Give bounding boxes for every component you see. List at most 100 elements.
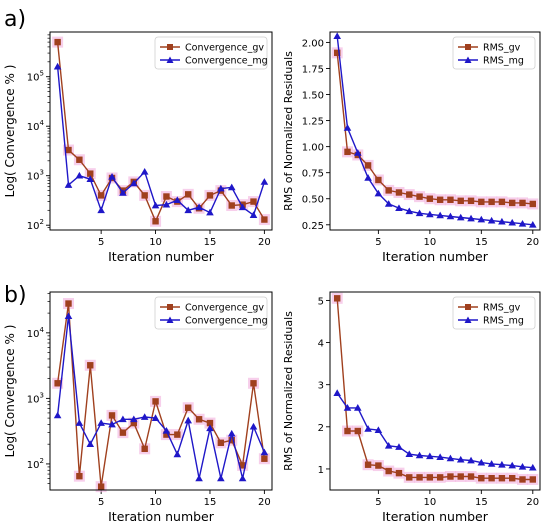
data-point-Convergence_gv <box>65 300 72 307</box>
y-tick-label: 102 <box>27 218 44 232</box>
data-point-RMS_gv <box>436 196 444 203</box>
data-point-RMS_gv <box>334 295 341 302</box>
data-point-Convergence_gv <box>130 419 137 427</box>
data-point-RMS_mg <box>446 454 455 462</box>
legend-marker <box>464 316 472 323</box>
data-point-Convergence_gv <box>163 193 170 200</box>
data-point-Convergence_mg <box>238 474 247 482</box>
data-point-Convergence_gv <box>261 216 268 223</box>
data-point-Convergence_gv <box>185 191 192 198</box>
data-point-Convergence_mg <box>53 411 62 419</box>
x-tick-label: 10 <box>149 237 162 248</box>
data-point-RMS_mg <box>333 389 342 396</box>
x-tick-label: 10 <box>149 497 162 508</box>
data-point-Convergence_mg <box>238 203 247 211</box>
data-point-RMS_mg <box>333 32 342 40</box>
data-point-Convergence_gv <box>206 419 214 427</box>
data-point-Convergence_mg <box>260 448 269 456</box>
data-point-Convergence_mg <box>249 422 258 430</box>
data-point-Convergence_mg <box>64 312 73 319</box>
data-point-RMS_mg <box>487 216 496 224</box>
data-point-Convergence_gv <box>250 380 257 387</box>
chart-b-convergence: 102 103 104 5 10 15 20 Iteration number Log( Con… <box>3 291 273 524</box>
data-point-RMS_mg <box>405 207 414 215</box>
legend-marker <box>465 44 471 50</box>
data-point-Convergence_mg <box>184 416 193 424</box>
y-tick-label: 103 <box>27 391 44 405</box>
y-tick-label: 4 <box>318 339 324 350</box>
y-tick-exponent: 3 <box>40 169 44 177</box>
data-point-RMS_mg <box>467 214 475 222</box>
data-point-Convergence_gv <box>261 455 268 462</box>
data-point-Convergence_gv <box>163 431 170 438</box>
x-tick-label: 20 <box>258 237 271 248</box>
x-tick-label: 20 <box>526 237 539 248</box>
data-point-RMS_mg <box>374 426 383 434</box>
panel-label-a: a) <box>4 7 26 32</box>
data-point-RMS_mg <box>415 209 424 217</box>
plot-frame <box>49 291 273 491</box>
x-tick-label: 10 <box>423 237 436 248</box>
legend-label: Convergence_gv <box>185 303 264 314</box>
data-point-Convergence_gv <box>174 431 181 438</box>
data-point-Convergence_mg <box>75 419 84 426</box>
data-point-RMS_gv <box>509 475 516 482</box>
data-point-Convergence_gv <box>76 472 83 480</box>
data-point-Convergence_gv <box>152 398 159 405</box>
y-tick-label: 5 <box>318 296 324 307</box>
data-point-RMS_gv <box>457 197 464 205</box>
data-point-RMS_mg <box>436 453 444 460</box>
data-point-Convergence_gv <box>54 38 61 46</box>
legend-marker <box>465 304 471 310</box>
legend-label: RMS_gv <box>483 303 521 314</box>
y-tick-label: 1.00 <box>302 143 324 154</box>
data-point-Convergence_mg <box>162 427 171 434</box>
data-point-Convergence_gv <box>152 218 159 225</box>
y-tick-label: 104 <box>27 326 45 340</box>
data-point-Convergence_gv <box>228 437 235 444</box>
y-tick-label: 0.75 <box>302 169 324 180</box>
data-point-Convergence_mg <box>53 62 62 70</box>
data-point-RMS_gv <box>509 199 516 207</box>
y-tick-label: 1 <box>318 465 324 476</box>
y-axis-label: Log( Convergence % ) <box>3 325 17 458</box>
data-point-Convergence_gv <box>65 146 72 154</box>
data-point-RMS_mg <box>508 461 517 469</box>
data-point-RMS_gv <box>478 475 485 482</box>
y-tick-exponent: 2 <box>40 218 44 226</box>
data-point-RMS_mg <box>343 124 352 131</box>
legend-label: RMS_gv <box>483 43 521 54</box>
y-tick-label: 1.75 <box>302 64 324 75</box>
data-point-RMS_mg <box>395 443 403 450</box>
data-point-RMS_gv <box>519 476 526 483</box>
data-point-RMS_mg <box>528 220 537 228</box>
data-point-RMS_gv <box>447 196 454 203</box>
data-point-Convergence_gv <box>141 445 148 453</box>
data-point-RMS_mg <box>374 189 383 197</box>
data-point-RMS_gv <box>334 49 341 57</box>
data-point-RMS_mg <box>518 219 527 227</box>
legend-label: RMS_mg <box>483 56 524 67</box>
data-point-RMS_gv <box>467 197 475 205</box>
plot-frame <box>49 31 273 231</box>
data-point-RMS_gv <box>529 200 536 208</box>
data-point-RMS_gv <box>498 198 506 206</box>
x-tick-label: 20 <box>258 497 271 508</box>
data-point-RMS_mg <box>477 458 486 466</box>
legend-box <box>154 296 268 330</box>
x-tick-label: 5 <box>375 237 381 248</box>
data-point-RMS_mg <box>364 174 372 181</box>
data-point-RMS_gv <box>488 475 495 482</box>
data-point-RMS_mg <box>508 218 517 226</box>
data-point-RMS_gv <box>364 461 372 468</box>
data-point-RMS_gv <box>426 195 434 202</box>
data-point-Convergence_gv <box>206 192 214 199</box>
plot-frame <box>329 291 541 491</box>
y-tick-label: 102 <box>27 457 44 471</box>
data-point-RMS_gv <box>375 176 382 184</box>
data-point-Convergence_mg <box>119 415 127 423</box>
data-point-Convergence_gv <box>87 362 94 369</box>
data-point-Convergence_mg <box>260 178 269 185</box>
data-point-RMS_gv <box>498 475 506 482</box>
data-point-Convergence_mg <box>227 429 236 437</box>
